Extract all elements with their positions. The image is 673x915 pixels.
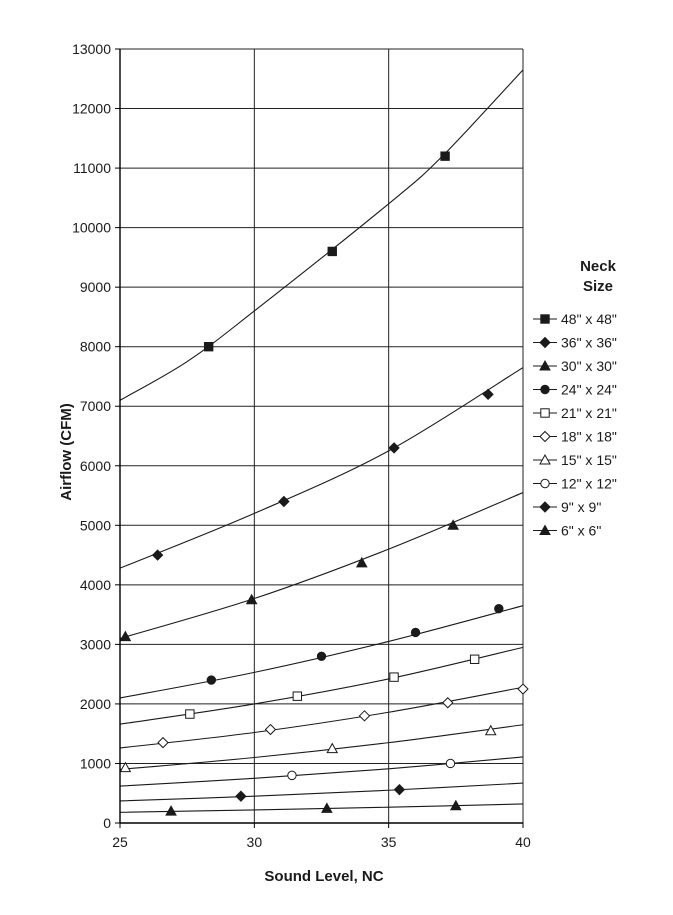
series-markers (119, 151, 529, 816)
series-line (120, 69, 524, 401)
data-point (326, 742, 339, 754)
legend-label: 9" x 9" (561, 499, 601, 515)
x-axis-label: Sound Level, NC (264, 868, 383, 885)
y-tick-label: 1000 (80, 755, 111, 771)
data-point (440, 151, 450, 161)
data-point (235, 790, 247, 802)
y-tick-label: 2000 (80, 696, 111, 712)
series-line (120, 686, 524, 749)
y-tick-label: 13000 (72, 41, 111, 57)
y-tick-label: 11000 (73, 160, 111, 176)
legend-marker (540, 408, 550, 418)
x-tick-label: 25 (112, 834, 128, 850)
data-point (393, 783, 406, 796)
data-point (278, 495, 290, 508)
legend-marker (539, 453, 551, 465)
legend-label: 30" x 30" (561, 358, 617, 374)
y-tick-label: 5000 (80, 517, 111, 533)
tick-labels: 0 1000 2000 3000 4000 5000 6000 7000 8000 9000 100… (72, 41, 531, 850)
y-tick-label: 12000 (72, 101, 111, 117)
legend: Neck Size 48" x 48" 36" x 36" 30" x 30" 24"… (533, 258, 617, 539)
y-axis-label: Airflow (CFM) (58, 403, 75, 500)
legend-marker (539, 336, 551, 349)
y-tick-label: 9000 (80, 279, 111, 295)
legend-marker (540, 478, 550, 489)
data-point (151, 549, 164, 561)
series-line (120, 646, 524, 725)
legend-marker (540, 384, 550, 395)
y-tick-label: 0 (103, 815, 111, 831)
legend-marker (539, 359, 551, 371)
legend-label: 15" x 15" (561, 452, 617, 468)
legend-title-line-1: Neck (580, 258, 617, 275)
legend-marker (540, 314, 550, 324)
data-point (482, 388, 494, 401)
series-lines (120, 69, 524, 813)
data-point (327, 246, 337, 257)
data-point (469, 654, 480, 664)
y-tick-label: 7000 (80, 398, 111, 414)
data-point (292, 691, 303, 701)
y-tick-label: 4000 (80, 577, 111, 593)
data-point (157, 736, 169, 749)
y-tick-label: 6000 (80, 458, 111, 474)
x-tick-label: 40 (515, 834, 531, 850)
data-point (264, 723, 277, 736)
data-point (185, 709, 195, 719)
data-point (388, 442, 400, 454)
series-line (120, 782, 524, 802)
series-line (120, 367, 524, 569)
grid-lines (120, 48, 524, 823)
data-point (245, 593, 258, 605)
series-line (120, 803, 524, 813)
x-tick-label: 35 (381, 834, 397, 850)
data-point (389, 672, 399, 682)
data-point (321, 802, 333, 813)
data-point (494, 603, 504, 614)
data-point (449, 799, 462, 811)
legend-label: 21" x 21" (561, 405, 617, 421)
data-point (355, 556, 368, 568)
data-point (517, 683, 529, 695)
data-point (447, 519, 459, 530)
data-point (358, 710, 371, 722)
x-tick-label: 30 (247, 834, 263, 850)
series-line (120, 724, 524, 770)
data-point (206, 675, 217, 685)
data-point (445, 758, 456, 769)
axes (115, 48, 524, 828)
legend-label: 48" x 48" (561, 311, 617, 327)
data-point (119, 761, 132, 773)
legend-label: 12" x 12" (561, 476, 617, 492)
legend-label: 18" x 18" (561, 429, 617, 445)
legend-label: 36" x 36" (561, 335, 617, 351)
series-line (120, 756, 524, 787)
data-point (287, 770, 297, 781)
y-tick-label: 10000 (72, 220, 111, 236)
data-point (165, 805, 177, 816)
data-point (410, 627, 421, 638)
legend-label: 24" x 24" (561, 382, 617, 398)
legend-marker (539, 501, 551, 513)
series-line (120, 492, 524, 639)
legend-marker (539, 524, 551, 535)
legend-marker (539, 430, 551, 443)
legend-title-line-2: Size (583, 278, 613, 295)
y-tick-label: 8000 (80, 339, 111, 355)
data-point (203, 341, 214, 352)
data-point (119, 630, 132, 642)
y-tick-label: 3000 (80, 636, 111, 652)
data-point (316, 651, 327, 661)
legend-label: 6" x 6" (561, 523, 601, 539)
data-point (484, 724, 497, 736)
data-point (442, 697, 454, 709)
